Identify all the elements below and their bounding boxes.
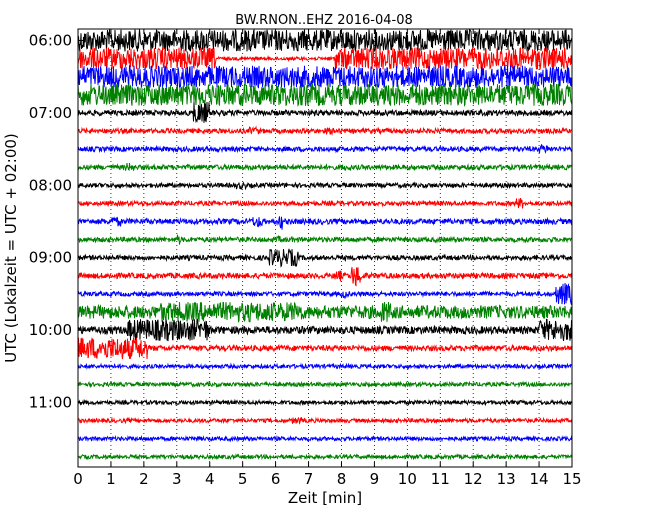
y-tick-label-0800: 08:00: [29, 176, 72, 194]
x-tick-label-14: 14: [530, 470, 549, 488]
y-tick-label-1100: 11:00: [29, 394, 72, 412]
trace-1130: [77, 434, 573, 443]
trace-0715: [77, 125, 573, 136]
x-tick-label-3: 3: [172, 470, 182, 488]
trace-0845: [77, 234, 573, 245]
chart-title: BW.RNON..EHZ 2016-04-08: [235, 13, 413, 28]
x-tick-label-6: 6: [271, 470, 281, 488]
trace-1000: [77, 318, 573, 342]
trace-1045: [77, 380, 573, 389]
trace-0730: [77, 143, 573, 154]
trace-0815: [77, 197, 573, 209]
trace-0830: [77, 216, 573, 230]
x-tick-label-13: 13: [497, 470, 516, 488]
trace-0930: [77, 282, 573, 305]
x-tick-label-0: 0: [73, 470, 83, 488]
y-axis-label: UTC (Lokalzeit = UTC + 02:00): [2, 133, 20, 363]
axis-ticks: 0 1 2 3 4 5 6 7 8 9 10 11 12 13 14 1506:0007:0008:0009:…: [29, 29, 582, 488]
x-tick-label-2: 2: [139, 470, 149, 488]
x-tick-label-7: 7: [304, 470, 314, 488]
x-tick-label-5: 5: [238, 470, 248, 488]
x-tick-label-4: 4: [205, 470, 215, 488]
trace-1145: [77, 453, 573, 461]
y-tick-label-0700: 07:00: [29, 104, 72, 122]
x-tick-label-12: 12: [464, 470, 483, 488]
trace-0915: [77, 267, 573, 287]
x-tick-label-1: 1: [106, 470, 116, 488]
plot-frame: [77, 28, 573, 468]
trace-0600: [77, 28, 573, 53]
y-tick-label-1000: 10:00: [29, 321, 72, 339]
trace-0615: [77, 47, 573, 71]
trace-0800: [77, 181, 573, 191]
trace-0745: [77, 162, 573, 172]
y-tick-label-0900: 09:00: [29, 249, 72, 267]
x-tick-label-15: 15: [562, 470, 581, 488]
trace-1115: [77, 416, 573, 425]
x-axis-label: Zeit [min]: [288, 489, 362, 507]
y-tick-label-0600: 06:00: [29, 32, 72, 50]
x-tick-label-11: 11: [431, 470, 450, 488]
x-tick-label-9: 9: [370, 470, 380, 488]
trace-0630: [77, 64, 573, 89]
trace-0645: [77, 82, 573, 108]
trace-0700: [77, 101, 573, 124]
trace-1030: [77, 362, 573, 371]
trace-1100: [77, 398, 573, 407]
x-tick-label-10: 10: [398, 470, 417, 488]
trace-0945: [77, 301, 573, 323]
trace-0900: [77, 248, 573, 268]
trace-1015: [77, 337, 573, 360]
trace-group: [77, 28, 573, 461]
x-tick-label-8: 8: [337, 470, 347, 488]
